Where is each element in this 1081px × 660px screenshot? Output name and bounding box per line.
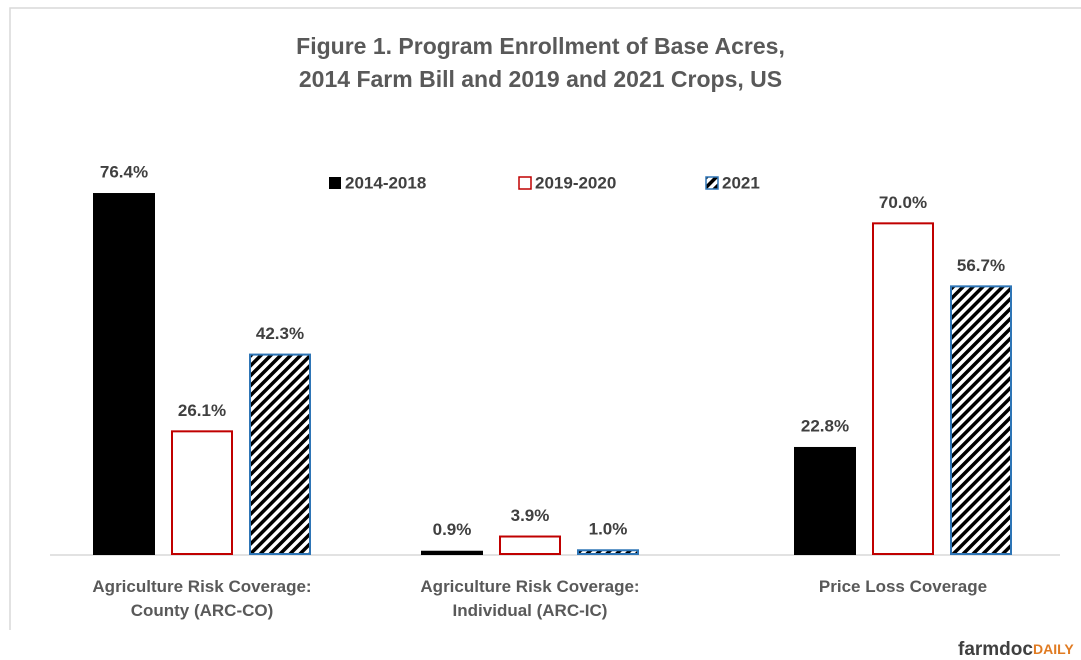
data-label: 0.9% [433, 520, 472, 539]
chart-title: Figure 1. Program Enrollment of Base Acr… [296, 33, 785, 92]
legend-label: 2014-2018 [345, 173, 426, 192]
bar [872, 222, 934, 555]
bar [499, 535, 561, 555]
legend-label: 2019-2020 [535, 173, 616, 192]
data-label: 22.8% [801, 416, 849, 435]
bar [950, 285, 1012, 555]
source-part: farmdoc [958, 639, 1033, 660]
legend-swatch [329, 177, 341, 189]
legend-label: 2021 [722, 173, 760, 192]
data-label: 26.1% [178, 401, 226, 420]
bar [171, 430, 233, 555]
bar [421, 550, 483, 555]
legend-swatch [518, 176, 532, 190]
data-label: 42.3% [256, 324, 304, 343]
data-label: 3.9% [511, 506, 550, 525]
x-tick-label: Agriculture Risk Coverage: County (ARC-C… [92, 577, 312, 620]
source-logo: farmdocDAILY [958, 639, 1074, 660]
data-label: 70.0% [879, 193, 927, 212]
bar [249, 353, 311, 556]
bar [577, 549, 639, 556]
x-tick-label: Agriculture Risk Coverage: Individual (A… [420, 577, 640, 620]
legend-swatch [705, 176, 719, 190]
bar [93, 193, 155, 556]
bar [794, 446, 856, 555]
chart-frame [9, 7, 1081, 630]
data-label: 56.7% [957, 256, 1005, 275]
source-part: DAILY [1033, 641, 1074, 657]
data-label: 76.4% [100, 163, 148, 182]
data-label: 1.0% [589, 520, 628, 539]
x-tick-label: Price Loss Coverage [818, 577, 988, 596]
